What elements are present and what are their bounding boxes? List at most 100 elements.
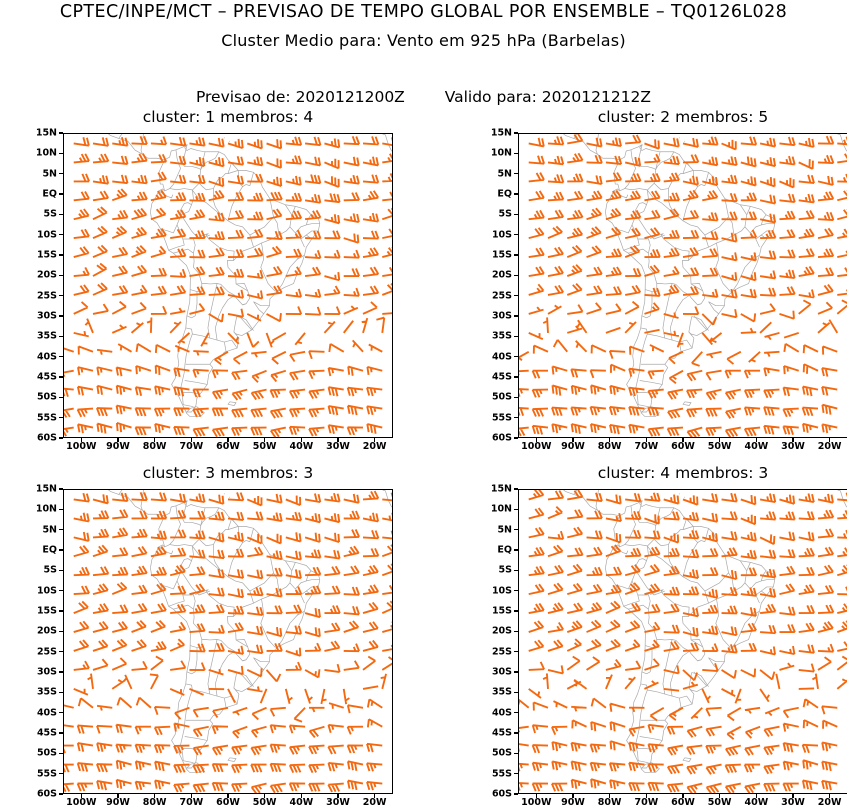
- y-axis-label: 10N: [21, 148, 57, 159]
- y-axis-tick: [514, 509, 518, 511]
- coastline-path: [228, 526, 238, 529]
- y-axis-label: 20S: [476, 270, 512, 281]
- coastline-path: [709, 302, 719, 314]
- coastline-path: [620, 189, 648, 191]
- y-axis-tick: [59, 214, 63, 216]
- wind-barbs-layer: [64, 491, 392, 793]
- y-axis-tick: [514, 793, 518, 795]
- coastline-path: [632, 152, 705, 305]
- x-axis-label: 50W: [708, 441, 732, 452]
- y-axis-label: 35S: [21, 331, 57, 342]
- panel-title-cluster-1: cluster: 1 membros: 4: [63, 108, 393, 126]
- coastline-path: [740, 561, 747, 571]
- coastline-path: [285, 561, 292, 571]
- x-axis-label: 70W: [634, 441, 658, 452]
- coastline-path: [250, 172, 254, 185]
- coastline-path: [177, 508, 250, 661]
- coastline-path: [199, 518, 234, 545]
- coastline-path: [177, 152, 250, 305]
- y-axis-tick: [514, 275, 518, 277]
- coastline-path: [625, 150, 636, 189]
- y-axis-label: 35S: [476, 331, 512, 342]
- y-axis-tick: [514, 753, 518, 755]
- map-canvas: [64, 134, 392, 437]
- y-axis-label: 25S: [21, 646, 57, 657]
- y-axis-label: 30S: [476, 311, 512, 322]
- coastline-path: [716, 583, 745, 648]
- y-axis-tick: [514, 437, 518, 439]
- wind-barb-map-cluster-3[interactable]: [63, 489, 393, 794]
- x-axis-label: 90W: [106, 441, 130, 452]
- x-axis-label: 20W: [818, 441, 842, 452]
- wind-barb-map-cluster-1[interactable]: [63, 133, 393, 438]
- y-axis-tick: [59, 590, 63, 592]
- coastline-path: [519, 134, 620, 160]
- y-axis-label: 50S: [21, 748, 57, 759]
- y-axis-tick: [514, 132, 518, 134]
- y-axis-tick: [59, 773, 63, 775]
- y-axis-tick: [514, 417, 518, 419]
- x-axis-label: 40W: [744, 441, 768, 452]
- y-axis-label: 10N: [476, 148, 512, 159]
- x-axis-label: 30W: [781, 441, 805, 452]
- wind-barb-map-cluster-2[interactable]: [518, 133, 847, 438]
- y-axis-label: 10S: [21, 585, 57, 596]
- y-axis-tick: [59, 417, 63, 419]
- y-axis-tick: [514, 651, 518, 653]
- y-axis-label: 10N: [21, 504, 57, 515]
- y-axis-label: 15S: [21, 606, 57, 617]
- map-canvas: [64, 490, 392, 793]
- y-axis-tick: [59, 132, 63, 134]
- y-axis-tick: [59, 509, 63, 511]
- y-axis-tick: [59, 793, 63, 795]
- coastline-path: [683, 758, 691, 762]
- coastline-path: [636, 328, 649, 407]
- coastline-path: [698, 304, 702, 305]
- y-axis-tick: [59, 631, 63, 633]
- y-axis-label: 40S: [476, 351, 512, 362]
- coastline-path: [228, 170, 238, 173]
- coastline-path: [683, 526, 693, 529]
- y-axis-label: 45S: [21, 728, 57, 739]
- y-axis-tick: [59, 488, 63, 490]
- y-axis-label: 60S: [476, 433, 512, 444]
- y-axis-tick: [514, 610, 518, 612]
- y-axis-tick: [59, 254, 63, 256]
- y-axis-label: 25S: [21, 290, 57, 301]
- y-axis-tick: [59, 732, 63, 734]
- coastline-path: [670, 295, 689, 340]
- wind-barb-map-cluster-4[interactable]: [518, 489, 847, 794]
- coastline-path: [654, 162, 689, 189]
- y-axis-label: 55S: [476, 412, 512, 423]
- coastline-path: [640, 380, 663, 384]
- y-axis-label: 15N: [21, 484, 57, 495]
- y-axis-tick: [59, 692, 63, 694]
- wind-barb-glyphs: [519, 134, 847, 437]
- y-axis-tick: [59, 753, 63, 755]
- page-subtitle: Cluster Medio para: Vento em 925 hPa (Ba…: [0, 31, 847, 50]
- coastline-path: [745, 562, 750, 583]
- x-axis-label: 30W: [326, 441, 350, 452]
- y-axis-tick: [514, 173, 518, 175]
- wind-barb-glyphs: [64, 491, 392, 793]
- y-axis-label: 5N: [476, 168, 512, 179]
- y-axis-label: 20S: [476, 626, 512, 637]
- y-axis-tick: [59, 295, 63, 297]
- coastline-path: [243, 660, 247, 661]
- y-axis-label: 40S: [476, 707, 512, 718]
- y-axis-tick: [514, 376, 518, 378]
- coastline-path: [574, 134, 599, 154]
- y-axis-tick: [514, 356, 518, 358]
- y-axis-tick: [59, 437, 63, 439]
- y-axis-tick: [514, 488, 518, 490]
- y-axis-tick: [514, 671, 518, 673]
- coastline-path: [679, 698, 681, 708]
- y-axis-label: 30S: [21, 311, 57, 322]
- y-axis-label: 30S: [476, 667, 512, 678]
- y-axis-label: 5S: [21, 565, 57, 576]
- x-axis-label: 80W: [598, 441, 622, 452]
- coastline-path: [181, 684, 194, 763]
- y-axis-tick: [514, 549, 518, 551]
- coastline-path: [224, 342, 226, 352]
- y-axis-tick: [514, 397, 518, 399]
